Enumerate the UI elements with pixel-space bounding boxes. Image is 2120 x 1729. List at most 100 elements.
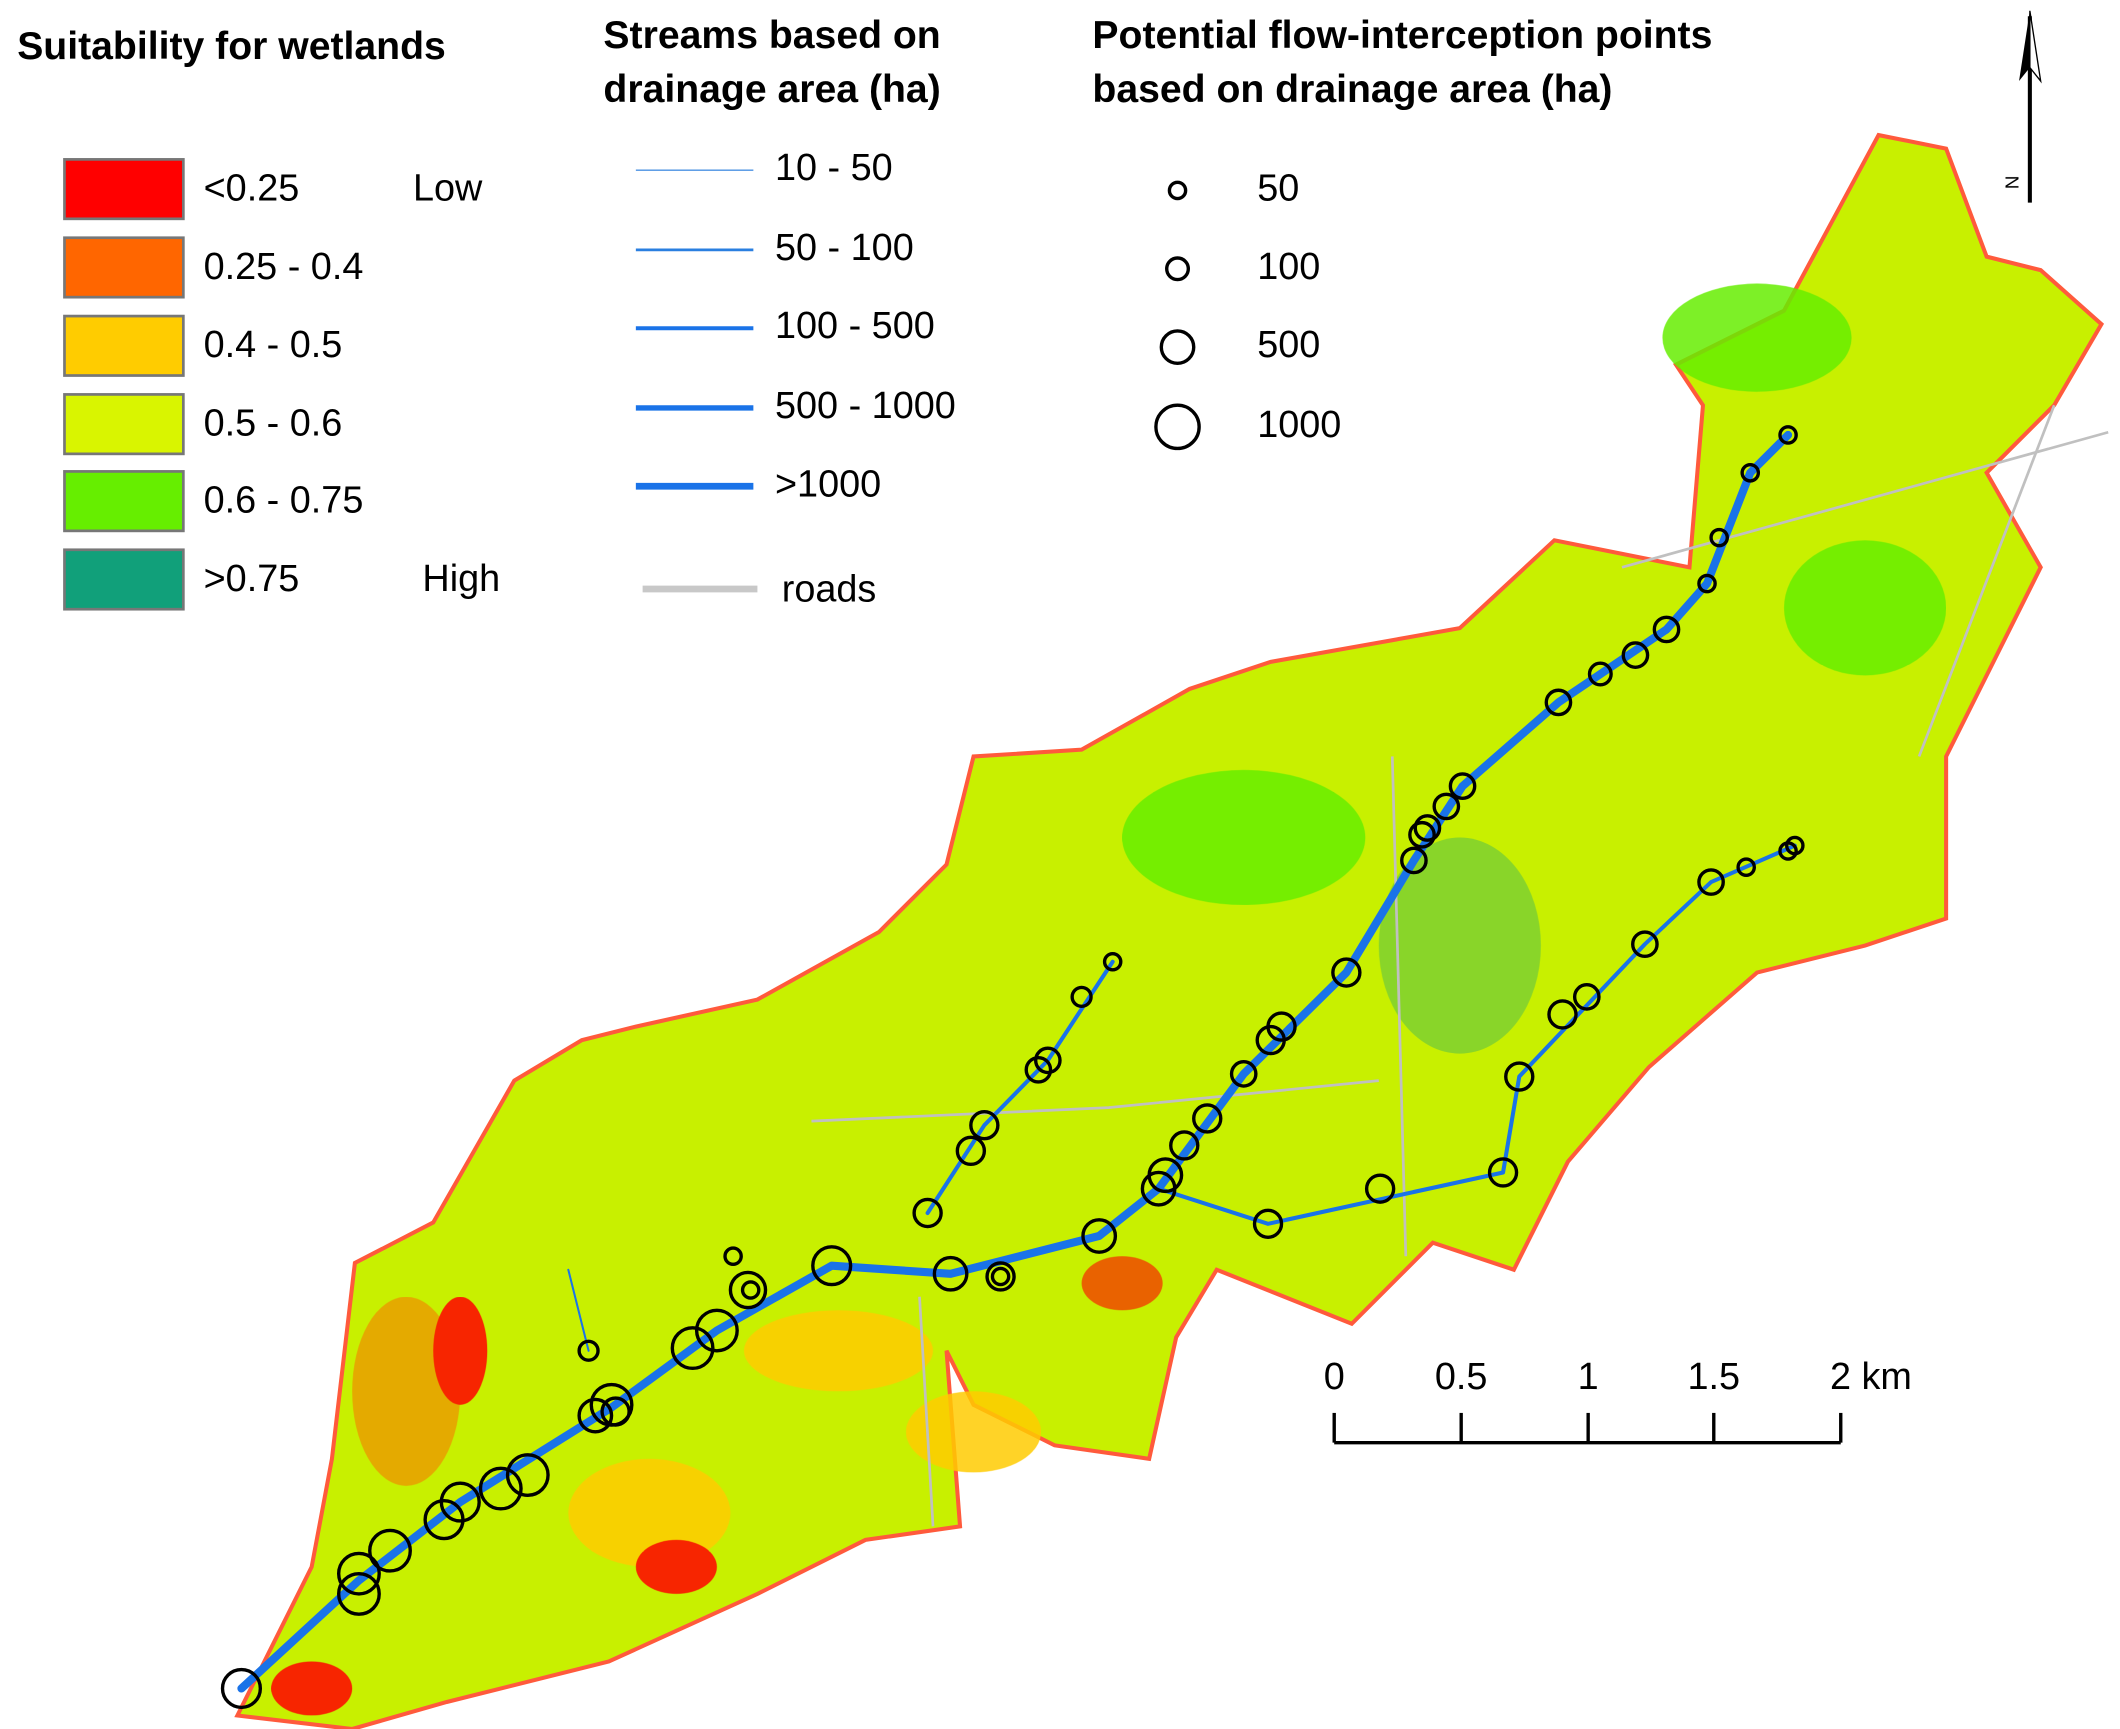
patch [906, 1391, 1042, 1473]
legend-symbol [1159, 329, 1196, 366]
suitability-legend: Suitability for wetlands <0.25 Low 0.25 - … [17, 25, 500, 611]
stream [925, 959, 1115, 1216]
map-area [220, 132, 2109, 1729]
legend-label: 0.6 - 0.75 [204, 479, 364, 521]
interception-point [1544, 688, 1573, 717]
interception-point [1621, 641, 1650, 669]
interception-point [1785, 835, 1805, 856]
legend-label: 100 [1257, 246, 1320, 288]
interception-point [336, 1551, 381, 1596]
interception-point [1364, 1173, 1396, 1204]
interception-point [1331, 957, 1362, 988]
points-legend: Potential flow-interception points based… [1092, 14, 1712, 451]
interception-points [220, 425, 1805, 1710]
interception-point [1448, 772, 1477, 801]
streams-legend: Streams based on drainage area (ha) 10 -… [603, 14, 955, 610]
interception-point [985, 1261, 1016, 1292]
legend-note: Low [413, 167, 483, 209]
interception-point [912, 1197, 943, 1229]
interception-point [811, 1245, 853, 1287]
interception-point [439, 1481, 481, 1523]
legend-swatch [63, 548, 185, 611]
interception-point [1169, 1130, 1200, 1161]
scale-label: 1 [1578, 1356, 1599, 1398]
legend-label: 50 [1257, 167, 1299, 209]
interception-point [1547, 999, 1578, 1030]
patch [352, 1296, 461, 1486]
interception-point [1740, 462, 1761, 483]
legend-title: drainage area (ha) [603, 68, 940, 111]
patch [1122, 769, 1366, 906]
interception-point [1102, 951, 1123, 972]
interception-point [955, 1135, 987, 1167]
scale-label: 1.5 [1687, 1356, 1740, 1398]
interception-point [577, 1339, 600, 1362]
interception-point [1504, 1061, 1535, 1092]
north-label: N [2003, 176, 2024, 190]
stream [567, 1268, 590, 1352]
legend-label: 1000 [1257, 404, 1341, 446]
legend-swatch [63, 314, 185, 377]
legend-label: 500 [1257, 324, 1320, 366]
legend-label: 0.5 - 0.6 [204, 402, 343, 444]
road [918, 1296, 935, 1527]
legend-swatch [63, 393, 185, 456]
interception-point [969, 1110, 1000, 1141]
interception-point [1778, 425, 1798, 445]
interception-point [932, 1255, 969, 1292]
interception-point [1024, 1055, 1053, 1084]
road [811, 1079, 1379, 1123]
interception-point [1147, 1157, 1184, 1194]
legend-title: Suitability for wetlands [17, 25, 446, 68]
patch [1784, 540, 1947, 676]
legend-swatch [63, 470, 185, 533]
interception-point [1697, 573, 1717, 594]
interception-point [1487, 1157, 1519, 1188]
interception-point [1432, 792, 1461, 821]
legend-label: roads [782, 569, 877, 611]
interception-point [1033, 1046, 1062, 1075]
legend-label: 100 - 500 [775, 305, 935, 347]
interception-point [990, 1266, 1011, 1287]
patch [271, 1661, 353, 1716]
interception-point [1266, 1011, 1297, 1042]
scale-label: 2 km [1830, 1356, 1912, 1398]
interception-point [600, 1396, 631, 1427]
stream [1156, 843, 1797, 1226]
legend-symbol [1154, 403, 1201, 451]
interception-point [1652, 615, 1681, 644]
legend-symbol [1167, 180, 1188, 201]
scale-label: 0 [1324, 1356, 1345, 1398]
legend-title: Streams based on [603, 14, 940, 57]
interception-point [728, 1270, 768, 1310]
legend-note: High [422, 558, 500, 600]
north-arrow: N [2003, 10, 2042, 203]
interception-point [1192, 1103, 1223, 1134]
legend-swatch [63, 158, 185, 221]
legend-label: 0.25 - 0.4 [204, 246, 364, 288]
interception-point [1400, 846, 1428, 875]
interception-point [723, 1246, 743, 1267]
interception-point [1229, 1060, 1258, 1088]
scale-label: 0.5 [1435, 1356, 1488, 1398]
legend-label: 0.4 - 0.5 [204, 324, 343, 366]
interception-point [1736, 857, 1756, 877]
interception-point [505, 1453, 550, 1498]
interception-point [220, 1667, 263, 1710]
road [1621, 430, 2109, 569]
legend-label: <0.25 [204, 167, 300, 209]
interception-point [1070, 985, 1093, 1009]
legend-label: >1000 [775, 463, 881, 505]
interception-point [1252, 1208, 1284, 1240]
interception-point [670, 1326, 715, 1371]
interception-point [1572, 983, 1601, 1011]
interception-point [478, 1466, 523, 1511]
interception-point [336, 1571, 381, 1616]
patch [1378, 837, 1541, 1054]
interception-point [1697, 868, 1725, 896]
interception-point [577, 1397, 614, 1434]
interception-point [694, 1308, 739, 1353]
interception-point [1413, 814, 1442, 842]
interception-point [1709, 527, 1729, 548]
